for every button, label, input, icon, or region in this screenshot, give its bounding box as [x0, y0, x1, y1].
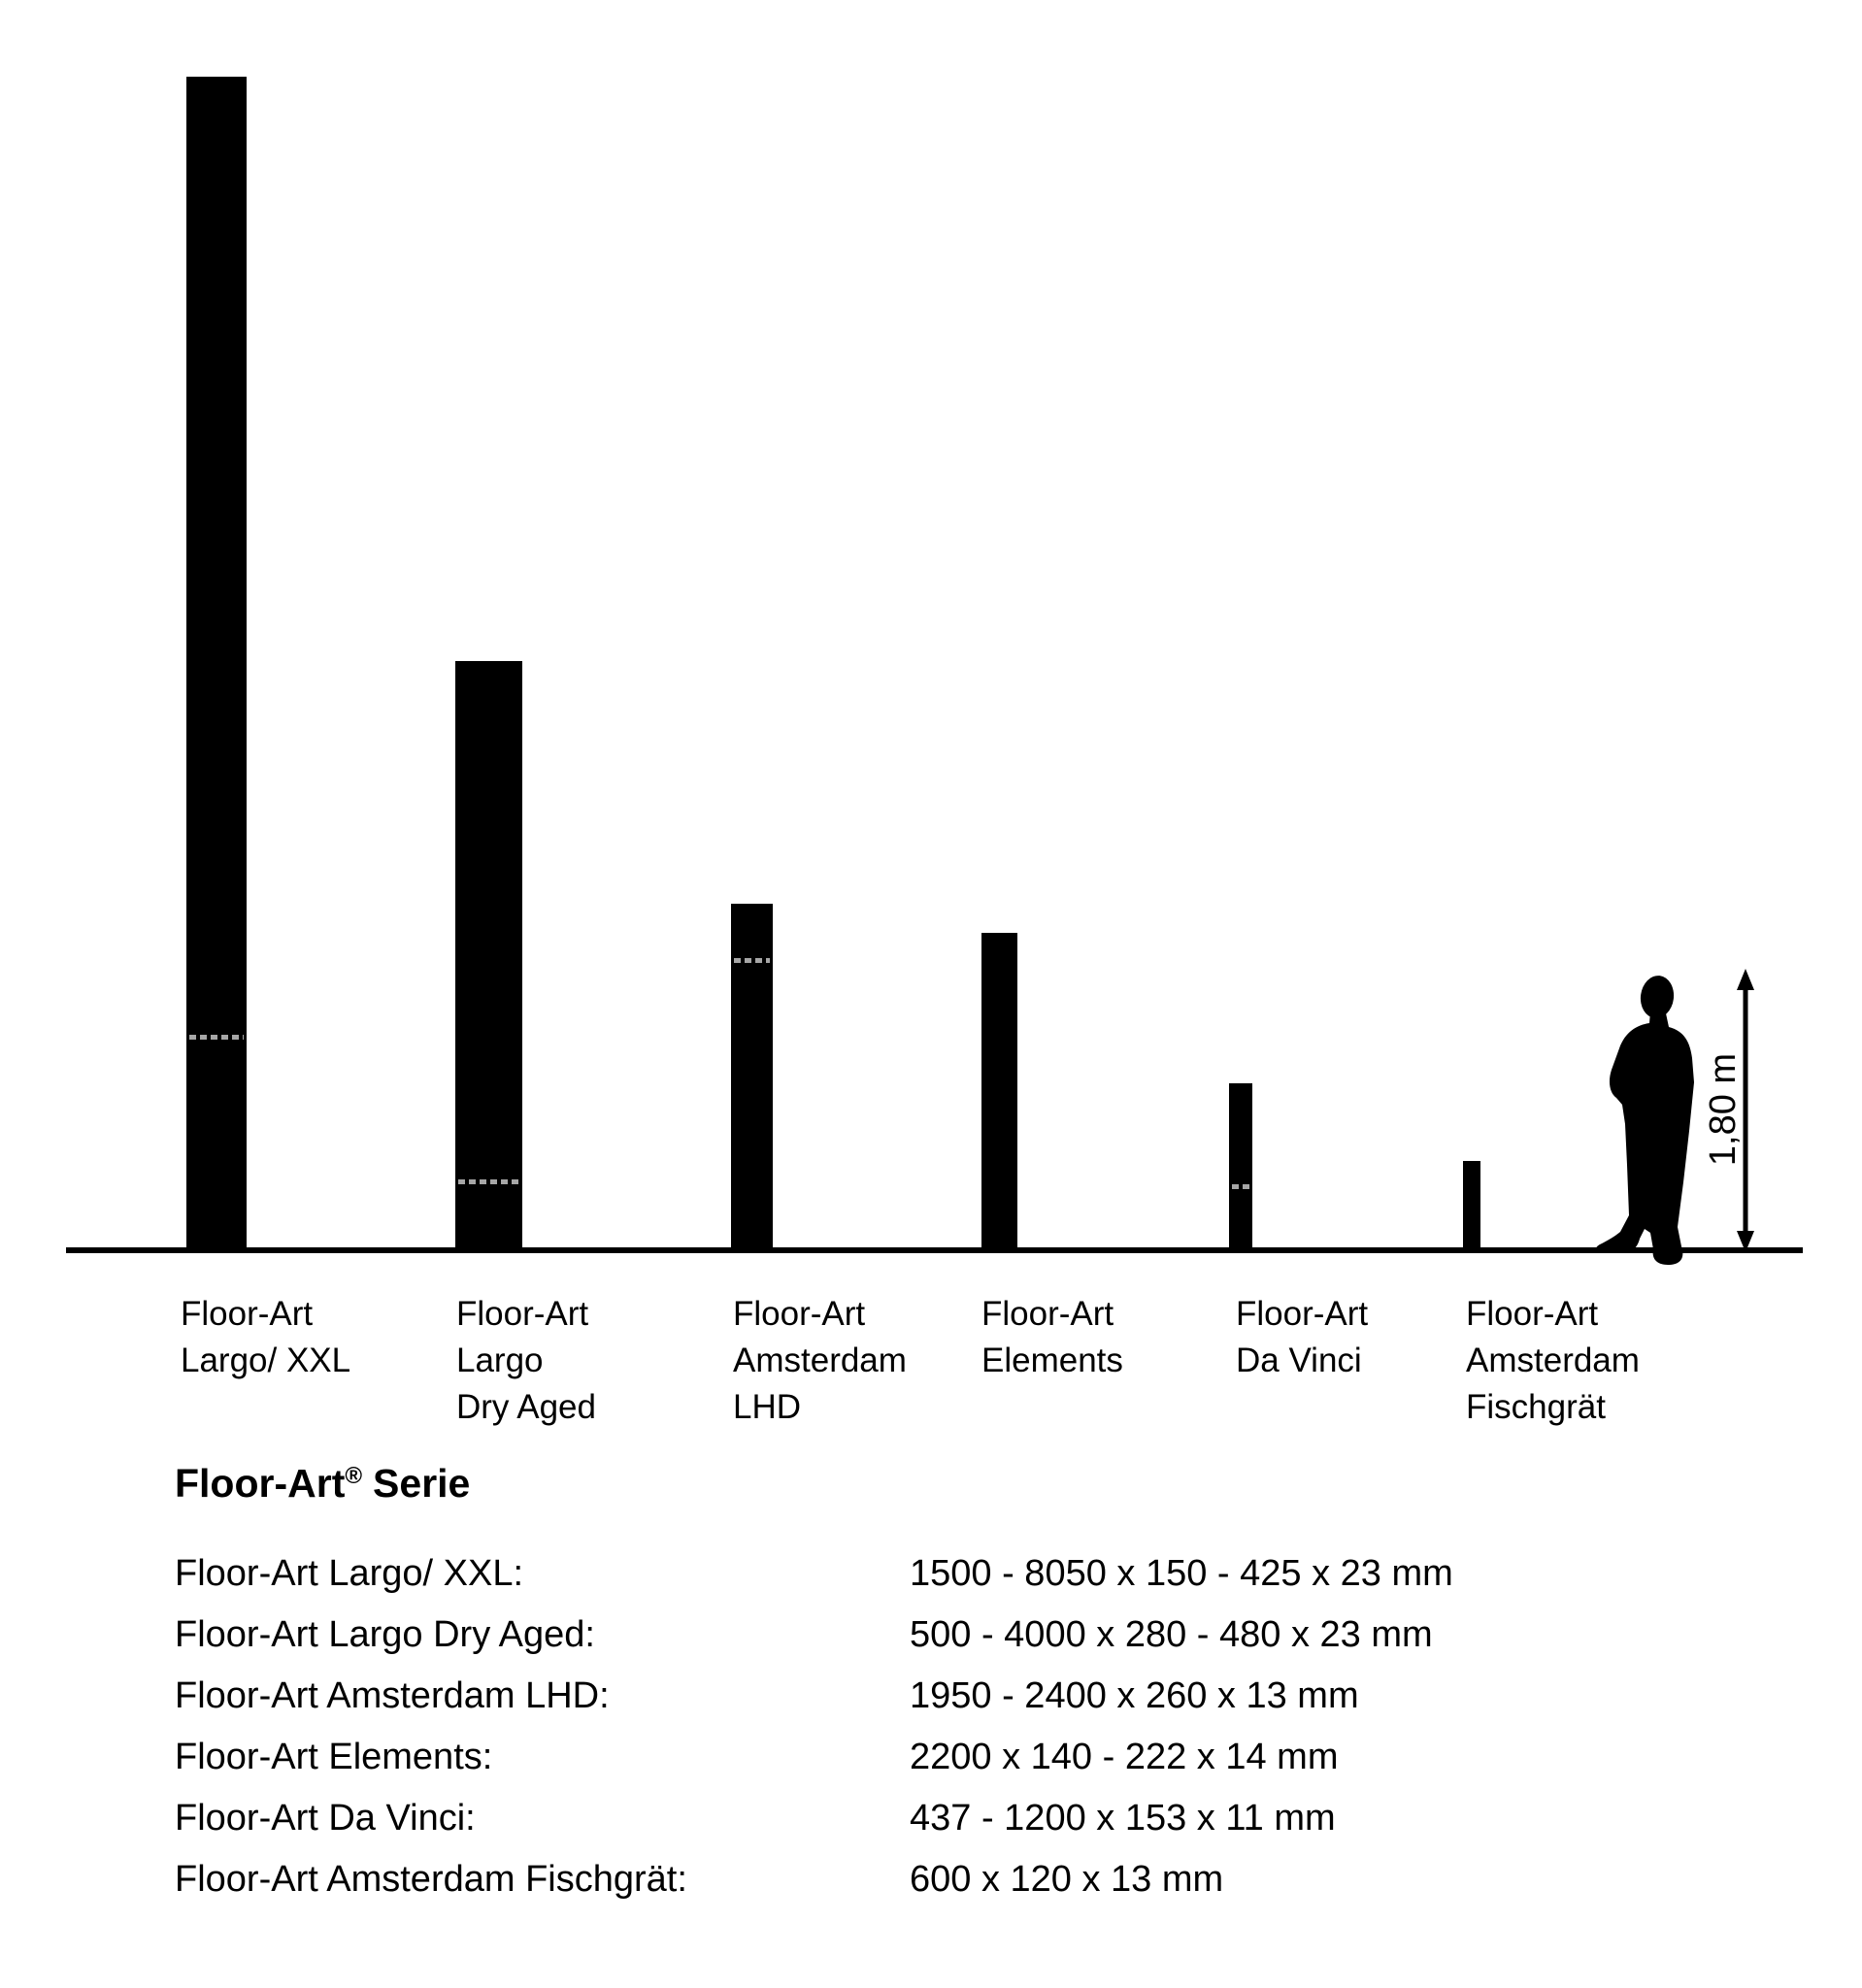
bar-label-amsterdam-fischgraet: Floor-Art Amsterdam Fischgrät [1466, 1291, 1640, 1431]
legend-row-value: 1500 - 8050 x 150 - 425 x 23 mm [910, 1553, 1453, 1594]
bar-elements [981, 933, 1017, 1250]
person-body [1596, 1011, 1694, 1265]
bar-label-line: Da Vinci [1236, 1342, 1362, 1379]
bar-label-line: Floor-Art [181, 1295, 314, 1333]
bar-label-line: Floor-Art [456, 1295, 589, 1333]
bar-label-line: Floor-Art [733, 1295, 866, 1333]
arrow-head-down-icon [1737, 1231, 1754, 1252]
legend-row-name: Floor-Art Largo/ XXL: [175, 1553, 524, 1594]
bar-label-line: Amsterdam [733, 1342, 907, 1379]
person-head [1640, 976, 1675, 1018]
bar-label-largo-dry-aged: Floor-Art Largo Dry Aged [456, 1291, 596, 1431]
bar-label-da-vinci: Floor-Art Da Vinci [1236, 1291, 1368, 1384]
legend-row-name: Floor-Art Da Vinci: [175, 1798, 476, 1839]
height-arrow [1737, 969, 1754, 1252]
legend-row-name: Floor-Art Amsterdam LHD: [175, 1675, 610, 1716]
legend-row-value: 600 x 120 x 13 mm [910, 1859, 1224, 1900]
min-length-dash-da-vinci [1232, 1184, 1249, 1189]
legend-rows: Floor-Art Largo/ XXL: 1500 - 8050 x 150 -… [175, 1553, 1453, 1920]
legend-row-value: 437 - 1200 x 153 x 11 mm [910, 1798, 1336, 1839]
legend-row-value: 500 - 4000 x 280 - 480 x 23 mm [910, 1614, 1433, 1655]
legend-row: Floor-Art Largo/ XXL: 1500 - 8050 x 150 -… [175, 1553, 1453, 1614]
legend-row: Floor-Art Largo Dry Aged: 500 - 4000 x 28… [175, 1614, 1453, 1675]
legend-title: Floor-Art® Serie [175, 1461, 1453, 1507]
bar-label-line: Largo [456, 1342, 544, 1379]
legend-row-value: 2200 x 140 - 222 x 14 mm [910, 1737, 1339, 1777]
legend-row: Floor-Art Da Vinci: 437 - 1200 x 153 x 11… [175, 1798, 1453, 1859]
bar-label-line: Elements [981, 1342, 1123, 1379]
legend: Floor-Art® Serie Floor-Art Largo/ XXL: 150… [175, 1461, 1453, 1920]
registered-trademark-icon: ® [345, 1463, 363, 1489]
legend-title-suffix: Serie [373, 1461, 471, 1506]
legend-row: Floor-Art Amsterdam LHD: 1950 - 2400 x 26… [175, 1675, 1453, 1737]
min-length-dash-largo-xxl [189, 1035, 244, 1040]
legend-row: Floor-Art Elements: 2200 x 140 - 222 x 14… [175, 1737, 1453, 1798]
bar-amsterdam-lhd [731, 904, 773, 1250]
legend-row-name: Floor-Art Elements: [175, 1737, 493, 1777]
bar-label-line: Amsterdam [1466, 1342, 1640, 1379]
bar-largo-dry-aged [455, 661, 522, 1250]
bar-label-line: Fischgrät [1466, 1388, 1606, 1426]
bar-label-largo-xxl: Floor-Art Largo/ XXL [181, 1291, 350, 1384]
baseline [66, 1247, 1803, 1253]
legend-row-name: Floor-Art Amsterdam Fischgrät: [175, 1859, 687, 1900]
legend-row-name: Floor-Art Largo Dry Aged: [175, 1614, 595, 1655]
bar-largo-xxl [186, 77, 247, 1250]
bar-amsterdam-fischgraet [1463, 1161, 1480, 1250]
person-height-label: 1,80 m [1703, 1053, 1744, 1166]
legend-row: Floor-Art Amsterdam Fischgrät: 600 x 120 … [175, 1859, 1453, 1920]
person-reference-group: 1,80 m [1596, 969, 1754, 1265]
min-length-dash-largo-dry-aged [458, 1179, 519, 1184]
arrow-head-up-icon [1737, 969, 1754, 990]
min-length-dash-amsterdam-lhd [734, 958, 770, 963]
bar-label-amsterdam-lhd: Floor-Art Amsterdam LHD [733, 1291, 907, 1431]
bar-label-line: Floor-Art [981, 1295, 1114, 1333]
bar-label-line: Floor-Art [1236, 1295, 1369, 1333]
bar-da-vinci [1229, 1083, 1252, 1250]
bar-label-line: LHD [733, 1388, 802, 1426]
legend-row-value: 1950 - 2400 x 260 x 13 mm [910, 1675, 1359, 1716]
bar-label-elements: Floor-Art Elements [981, 1291, 1123, 1384]
legend-title-brand: Floor-Art [175, 1461, 346, 1506]
bar-label-line: Dry Aged [456, 1388, 596, 1426]
bar-label-line: Largo/ XXL [181, 1342, 351, 1379]
person-silhouette [1596, 976, 1694, 1265]
bar-label-line: Floor-Art [1466, 1295, 1599, 1333]
